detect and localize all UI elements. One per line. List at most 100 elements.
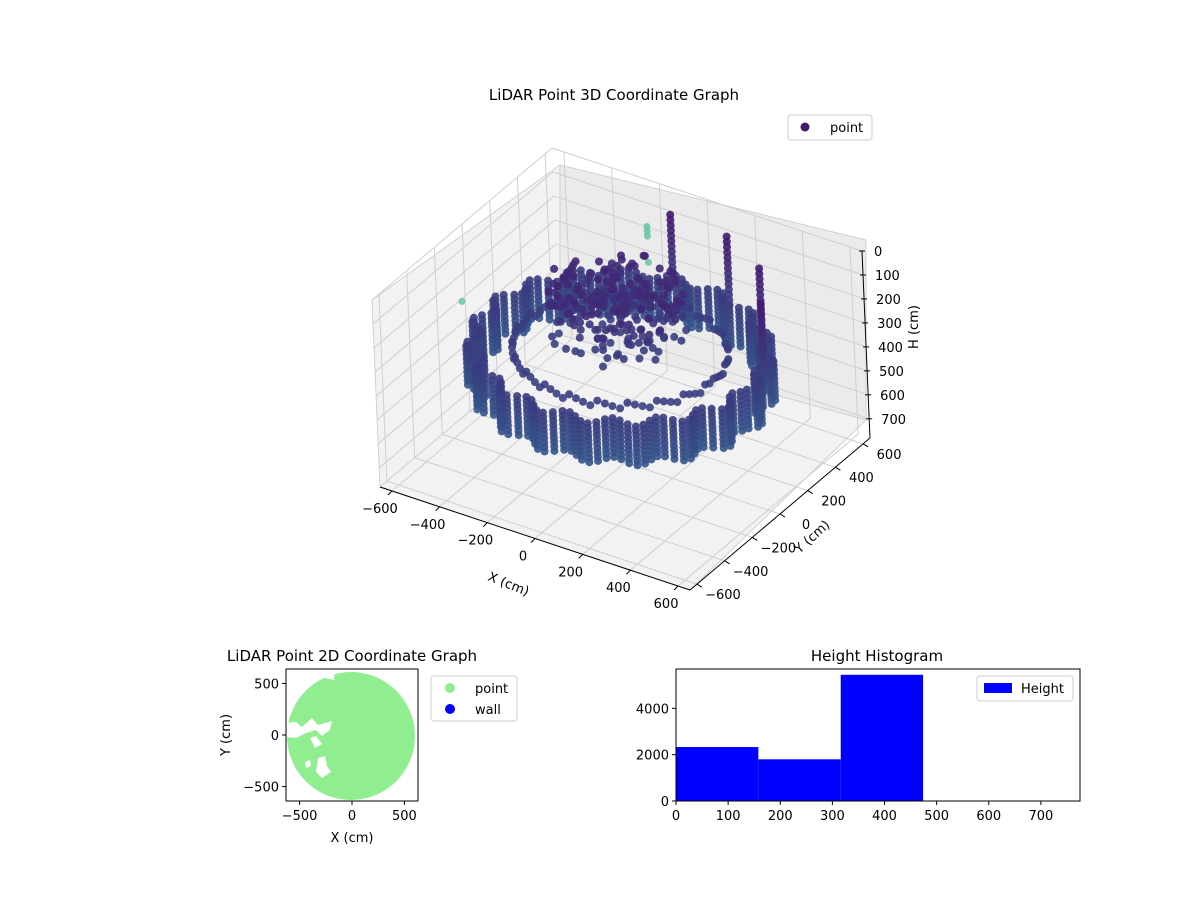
data-point-3d: [563, 280, 572, 289]
data-point-3d: [576, 349, 585, 358]
data-point-3d: [554, 329, 563, 338]
data-point-3d: [648, 344, 657, 352]
data-point-3d: [564, 308, 573, 317]
y-tick-label-hist: 0: [661, 795, 669, 810]
data-point-3d: [615, 320, 624, 328]
y-tick-label-2d: 0: [271, 729, 279, 744]
data-point-3d: [593, 287, 602, 296]
chart-2d: LiDAR Point 2D Coordinate Graph −500 0 500…: [219, 647, 518, 846]
data-point-3d: [602, 454, 611, 462]
data-point-3d: [501, 329, 510, 338]
data-point-3d: [600, 265, 609, 274]
data-point-3d: [670, 454, 679, 463]
data-point-3d: [767, 399, 776, 408]
chart-histogram-legend-marker: [984, 683, 1012, 693]
data-point-3d: [593, 300, 602, 309]
data-point-3d: [601, 326, 610, 335]
data-point-3d: [554, 282, 563, 291]
chart-histogram-legend: Height: [976, 675, 1074, 702]
data-point-3d: [585, 320, 594, 329]
x-tick-mark: [387, 490, 393, 496]
data-point-3d: [546, 385, 555, 394]
chart-2d-legend: point wall: [430, 675, 518, 722]
x-tick-label: 600: [654, 597, 679, 612]
data-point-3d: [609, 285, 618, 294]
chart-2d-legend-label-wall: wall: [475, 703, 501, 718]
z-tick-label: 0: [874, 245, 882, 260]
data-point-3d: [578, 455, 586, 464]
data-point-3d: [514, 431, 523, 439]
y-tick-mark: [752, 536, 758, 541]
data-point-3d: [661, 452, 669, 461]
data-point-3d: [603, 354, 612, 363]
data-point-3d: [654, 347, 663, 356]
data-point-3d-outlier: [645, 258, 652, 266]
data-point-3d: [623, 398, 632, 407]
data-point-3d: [680, 456, 688, 465]
data-point-3d: [701, 380, 710, 389]
data-point-3d: [644, 314, 653, 323]
data-point-3d: [599, 362, 607, 371]
data-point-3d: [568, 315, 577, 324]
z-tick-label: 400: [878, 341, 903, 356]
data-point-3d: [658, 283, 667, 292]
data-point-3d: [651, 355, 660, 364]
data-point-3d: [617, 455, 626, 464]
x-tick-mark: [530, 538, 536, 543]
data-point-3d: [576, 325, 585, 334]
z-tick-label: 500: [879, 365, 904, 380]
x-tick-label-2d: 500: [392, 809, 417, 824]
data-point-3d: [600, 399, 609, 408]
data-point-3d: [705, 315, 714, 324]
chart-2d-point-disc: [287, 672, 415, 800]
chart-3d-legend-label: point: [830, 121, 863, 136]
data-point-3d: [550, 264, 559, 273]
data-point-3d: [624, 320, 633, 329]
chart-3d-ticks: −600−400−2000200400600−600−400−200020040…: [362, 245, 906, 612]
x-tick-label-2d: 0: [348, 809, 356, 824]
data-point-3d: [508, 343, 517, 352]
data-point-3d: [744, 424, 753, 433]
data-point-3d: [660, 290, 669, 299]
data-point-3d: [639, 346, 648, 355]
x-tick-label-2d: −500: [282, 809, 318, 824]
data-point-3d: [613, 293, 622, 302]
x-tick-label: 400: [606, 581, 631, 596]
data-point-3d: [599, 296, 608, 305]
data-point-3d: [564, 267, 573, 276]
data-point-3d: [645, 403, 654, 412]
z-tick-label: 300: [877, 317, 902, 332]
data-point-3d: [605, 311, 614, 320]
grid-line-z: [371, 147, 863, 301]
chart-3d-legend: point: [787, 114, 873, 141]
data-point-3d: [630, 400, 639, 409]
data-point-3d: [610, 452, 619, 461]
data-point-3d: [619, 283, 628, 292]
x-tick-label-hist: 100: [716, 809, 741, 824]
data-point-3d: [614, 307, 622, 316]
data-point-3d: [565, 293, 574, 302]
chart-3d-panes: [371, 164, 867, 591]
data-point-3d: [637, 305, 646, 314]
chart-histogram-legend-box: [976, 675, 1074, 702]
grid-line-x: [486, 183, 668, 524]
data-point-3d: [489, 410, 498, 419]
data-point-3d: [571, 257, 580, 266]
data-point-3d: [608, 402, 617, 411]
y-tick-label: 600: [877, 448, 902, 463]
data-point-3d: [473, 405, 482, 414]
chart-2d-gap: [320, 669, 335, 680]
y-tick-mark: [807, 490, 813, 495]
data-point-3d: [641, 280, 650, 289]
data-point-3d: [544, 287, 553, 296]
data-point-3d: [626, 280, 635, 288]
data-point-3d: [599, 335, 608, 343]
data-point-3d: [641, 290, 650, 299]
x-tick-label-hist: 400: [872, 809, 897, 824]
y-tick-label: −400: [733, 565, 769, 580]
data-point-3d: [572, 394, 580, 403]
data-point-3d: [578, 305, 587, 313]
data-point-3d: [659, 397, 668, 406]
data-point-3d: [540, 380, 549, 389]
